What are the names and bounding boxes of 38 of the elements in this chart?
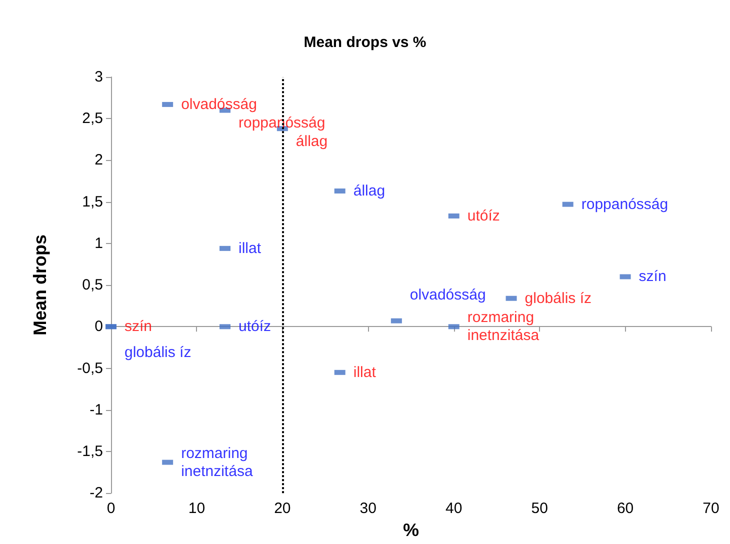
y-tick-label: 1 [94, 234, 103, 252]
y-tick-label: -2 [90, 484, 103, 502]
data-label: utóíz [238, 318, 272, 336]
data-label: globális íz [524, 290, 592, 307]
data-label: rozmaring inetnzitása [467, 309, 540, 344]
data-label: szín [124, 318, 152, 336]
data-label: roppanósság [238, 114, 326, 132]
x-tick-label: 0 [106, 500, 116, 518]
data-label: rozmaring inetnzitása [181, 444, 254, 480]
x-axis-title: % [402, 520, 420, 540]
x-tick-label: 40 [446, 500, 462, 518]
y-tick-label: -1 [90, 401, 103, 418]
data-label: olvadósság [410, 286, 486, 304]
data-label: roppanósság [581, 196, 668, 213]
data-label: illat [238, 240, 262, 257]
chart-title: Mean drops vs % [304, 34, 426, 51]
y-tick-label: 2 [94, 152, 103, 169]
data-label: állag [353, 182, 386, 200]
y-tick-label: -1,5 [77, 442, 103, 460]
data-label: illat [353, 364, 377, 381]
y-tick-label: 0 [94, 318, 103, 336]
data-label: globális íz [124, 344, 192, 361]
x-tick-label: 60 [616, 500, 634, 518]
data-label: utóíz [467, 207, 500, 224]
y-tick-label: -0,5 [77, 360, 103, 377]
y-axis-title: Mean drops [30, 234, 50, 336]
x-tick-label: 10 [188, 500, 206, 518]
x-tick-label: 50 [531, 500, 548, 518]
x-tick-label: 20 [274, 500, 291, 518]
y-tick-label: 1,5 [82, 193, 103, 210]
data-label: olvadósság [181, 96, 257, 113]
y-tick-label: 2,5 [82, 110, 103, 128]
x-tick-label: 30 [360, 500, 376, 518]
y-tick-label: 3 [94, 68, 103, 86]
y-tick-label: 0,5 [82, 276, 103, 294]
data-label: szín [638, 268, 666, 286]
x-tick-label: 70 [702, 500, 720, 518]
data-label: állag [296, 132, 328, 150]
